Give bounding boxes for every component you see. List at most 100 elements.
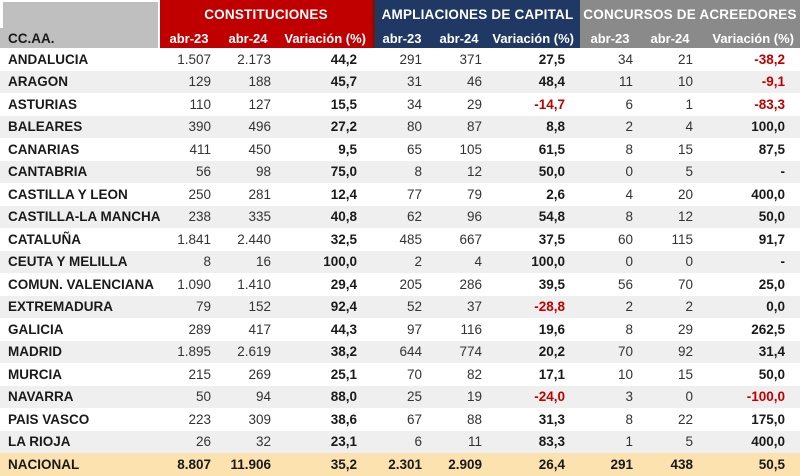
region-cell: EXTREMADURA <box>8 299 114 315</box>
variation-cell: 87,5 <box>758 141 785 157</box>
value-cell: 1.507 <box>177 51 211 67</box>
value-cell: 82 <box>466 366 482 382</box>
table-row: CANTABRIA 56 98 75,0 8 12 50,0 0 5 - <box>0 160 800 183</box>
col-header-ampl-abr23: abr-23 <box>372 28 429 48</box>
variation-cell: 9,5 <box>338 141 357 157</box>
value-cell: 96 <box>466 209 482 225</box>
variation-cell: 50,5 <box>758 456 785 472</box>
value-cell: 335 <box>248 209 271 225</box>
value-cell: 4 <box>474 254 482 270</box>
value-cell: 70 <box>617 344 633 360</box>
region-cell: CANARIAS <box>8 141 80 157</box>
col-header-conc-abr24: abr-24 <box>640 28 700 48</box>
value-cell: 62 <box>406 209 422 225</box>
value-cell: 29 <box>466 96 482 112</box>
value-cell: 8 <box>625 141 633 157</box>
variation-cell: 0,0 <box>766 299 785 315</box>
value-cell: 25 <box>406 389 422 405</box>
value-cell: 12 <box>677 209 693 225</box>
variation-cell: 35,2 <box>330 456 357 472</box>
value-cell: 70 <box>677 276 693 292</box>
variation-cell: 38,2 <box>330 344 357 360</box>
table-row: CATALUÑA 1.841 2.440 32,5 485 667 37,5 60 115 91,… <box>0 228 800 251</box>
value-cell: 250 <box>188 186 211 202</box>
region-cell: ANDALUCIA <box>8 51 89 67</box>
value-cell: 215 <box>188 366 211 382</box>
col-header-conc-variacion: Variación (%) <box>700 28 800 48</box>
variation-cell: 100,0 <box>751 119 785 135</box>
region-cell: NAVARRA <box>8 389 74 405</box>
value-cell: 2.301 <box>388 456 422 472</box>
value-cell: 5 <box>685 434 693 450</box>
variation-cell: 27,5 <box>538 51 565 67</box>
value-cell: 88 <box>466 411 482 427</box>
value-cell: 2 <box>625 119 633 135</box>
variation-cell: 32,5 <box>330 231 357 247</box>
variation-cell: 15,5 <box>330 96 357 112</box>
variation-cell: 40,8 <box>330 209 357 225</box>
variation-cell: 23,1 <box>330 434 357 450</box>
region-cell: LA RIOJA <box>8 434 71 450</box>
value-cell: 6 <box>625 96 633 112</box>
variation-cell: 26,4 <box>538 456 565 472</box>
value-cell: 152 <box>248 299 271 315</box>
variation-cell: 44,3 <box>330 321 357 337</box>
variation-cell: 54,8 <box>538 209 565 225</box>
value-cell: 2.619 <box>237 344 271 360</box>
variation-cell: 175,0 <box>751 411 785 427</box>
value-cell: 65 <box>406 141 422 157</box>
value-cell: 97 <box>406 321 422 337</box>
group-title-constituciones: CONSTITUCIONES <box>160 0 372 28</box>
value-cell: 79 <box>466 186 482 202</box>
value-cell: 2.173 <box>237 51 271 67</box>
table-row: CEUTA Y MELILLA 8 16 100,0 2 4 100,0 0 0 - <box>0 250 800 273</box>
value-cell: 371 <box>459 51 482 67</box>
region-cell: ARAGON <box>8 74 68 90</box>
variation-cell: 45,7 <box>330 74 357 90</box>
value-cell: 21 <box>677 51 693 67</box>
variation-cell: 100,0 <box>531 254 565 270</box>
table-row: EXTREMADURA 79 152 92,4 52 37 -28,8 2 2 0,0 <box>0 295 800 318</box>
region-cell: CATALUÑA <box>8 231 81 247</box>
value-cell: 223 <box>188 411 211 427</box>
region-cell: NACIONAL <box>8 456 80 472</box>
value-cell: 77 <box>406 186 422 202</box>
value-cell: 50 <box>195 389 211 405</box>
value-cell: 1.410 <box>237 276 271 292</box>
value-cell: 79 <box>195 299 211 315</box>
value-cell: 56 <box>617 276 633 292</box>
value-cell: 80 <box>406 119 422 135</box>
column-header-row: CC.AA. abr-23 abr-24 Variación (%) abr-2… <box>0 28 800 48</box>
region-cell: CEUTA Y MELILLA <box>8 254 128 270</box>
value-cell: 105 <box>459 141 482 157</box>
variation-cell: 91,7 <box>758 231 785 247</box>
value-cell: 34 <box>406 96 422 112</box>
value-cell: 1.895 <box>177 344 211 360</box>
region-cell: CANTABRIA <box>8 164 88 180</box>
variation-cell: 400,0 <box>751 186 785 202</box>
value-cell: 1 <box>685 96 693 112</box>
value-cell: 15 <box>677 366 693 382</box>
value-cell: 32 <box>255 434 271 450</box>
value-cell: 70 <box>406 366 422 382</box>
table-row: ARAGON 129 188 45,7 31 46 48,4 11 10 -9,1 <box>0 70 800 93</box>
value-cell: 269 <box>248 366 271 382</box>
table-row: NAVARRA 50 94 88,0 25 19 -24,0 3 0 -100,0 <box>0 385 800 408</box>
value-cell: 1.090 <box>177 276 211 292</box>
variation-cell: 31,3 <box>538 411 565 427</box>
variation-cell: 83,3 <box>538 434 565 450</box>
value-cell: 52 <box>406 299 422 315</box>
variation-cell: 50,0 <box>758 366 785 382</box>
value-cell: 1.841 <box>177 231 211 247</box>
table-row: GALICIA 289 417 44,3 97 116 19,6 8 29 262,5 <box>0 318 800 341</box>
variation-cell: 262,5 <box>751 321 785 337</box>
variation-cell: 92,4 <box>330 299 357 315</box>
variation-cell: 50,0 <box>538 164 565 180</box>
col-header-ampl-variacion: Variación (%) <box>489 28 580 48</box>
value-cell: 450 <box>248 141 271 157</box>
value-cell: 1 <box>625 434 633 450</box>
value-cell: 15 <box>677 141 693 157</box>
col-header-const-variacion: Variación (%) <box>278 28 372 48</box>
table-row: BALEARES 390 496 27,2 80 87 8,8 2 4 100,0 <box>0 115 800 138</box>
